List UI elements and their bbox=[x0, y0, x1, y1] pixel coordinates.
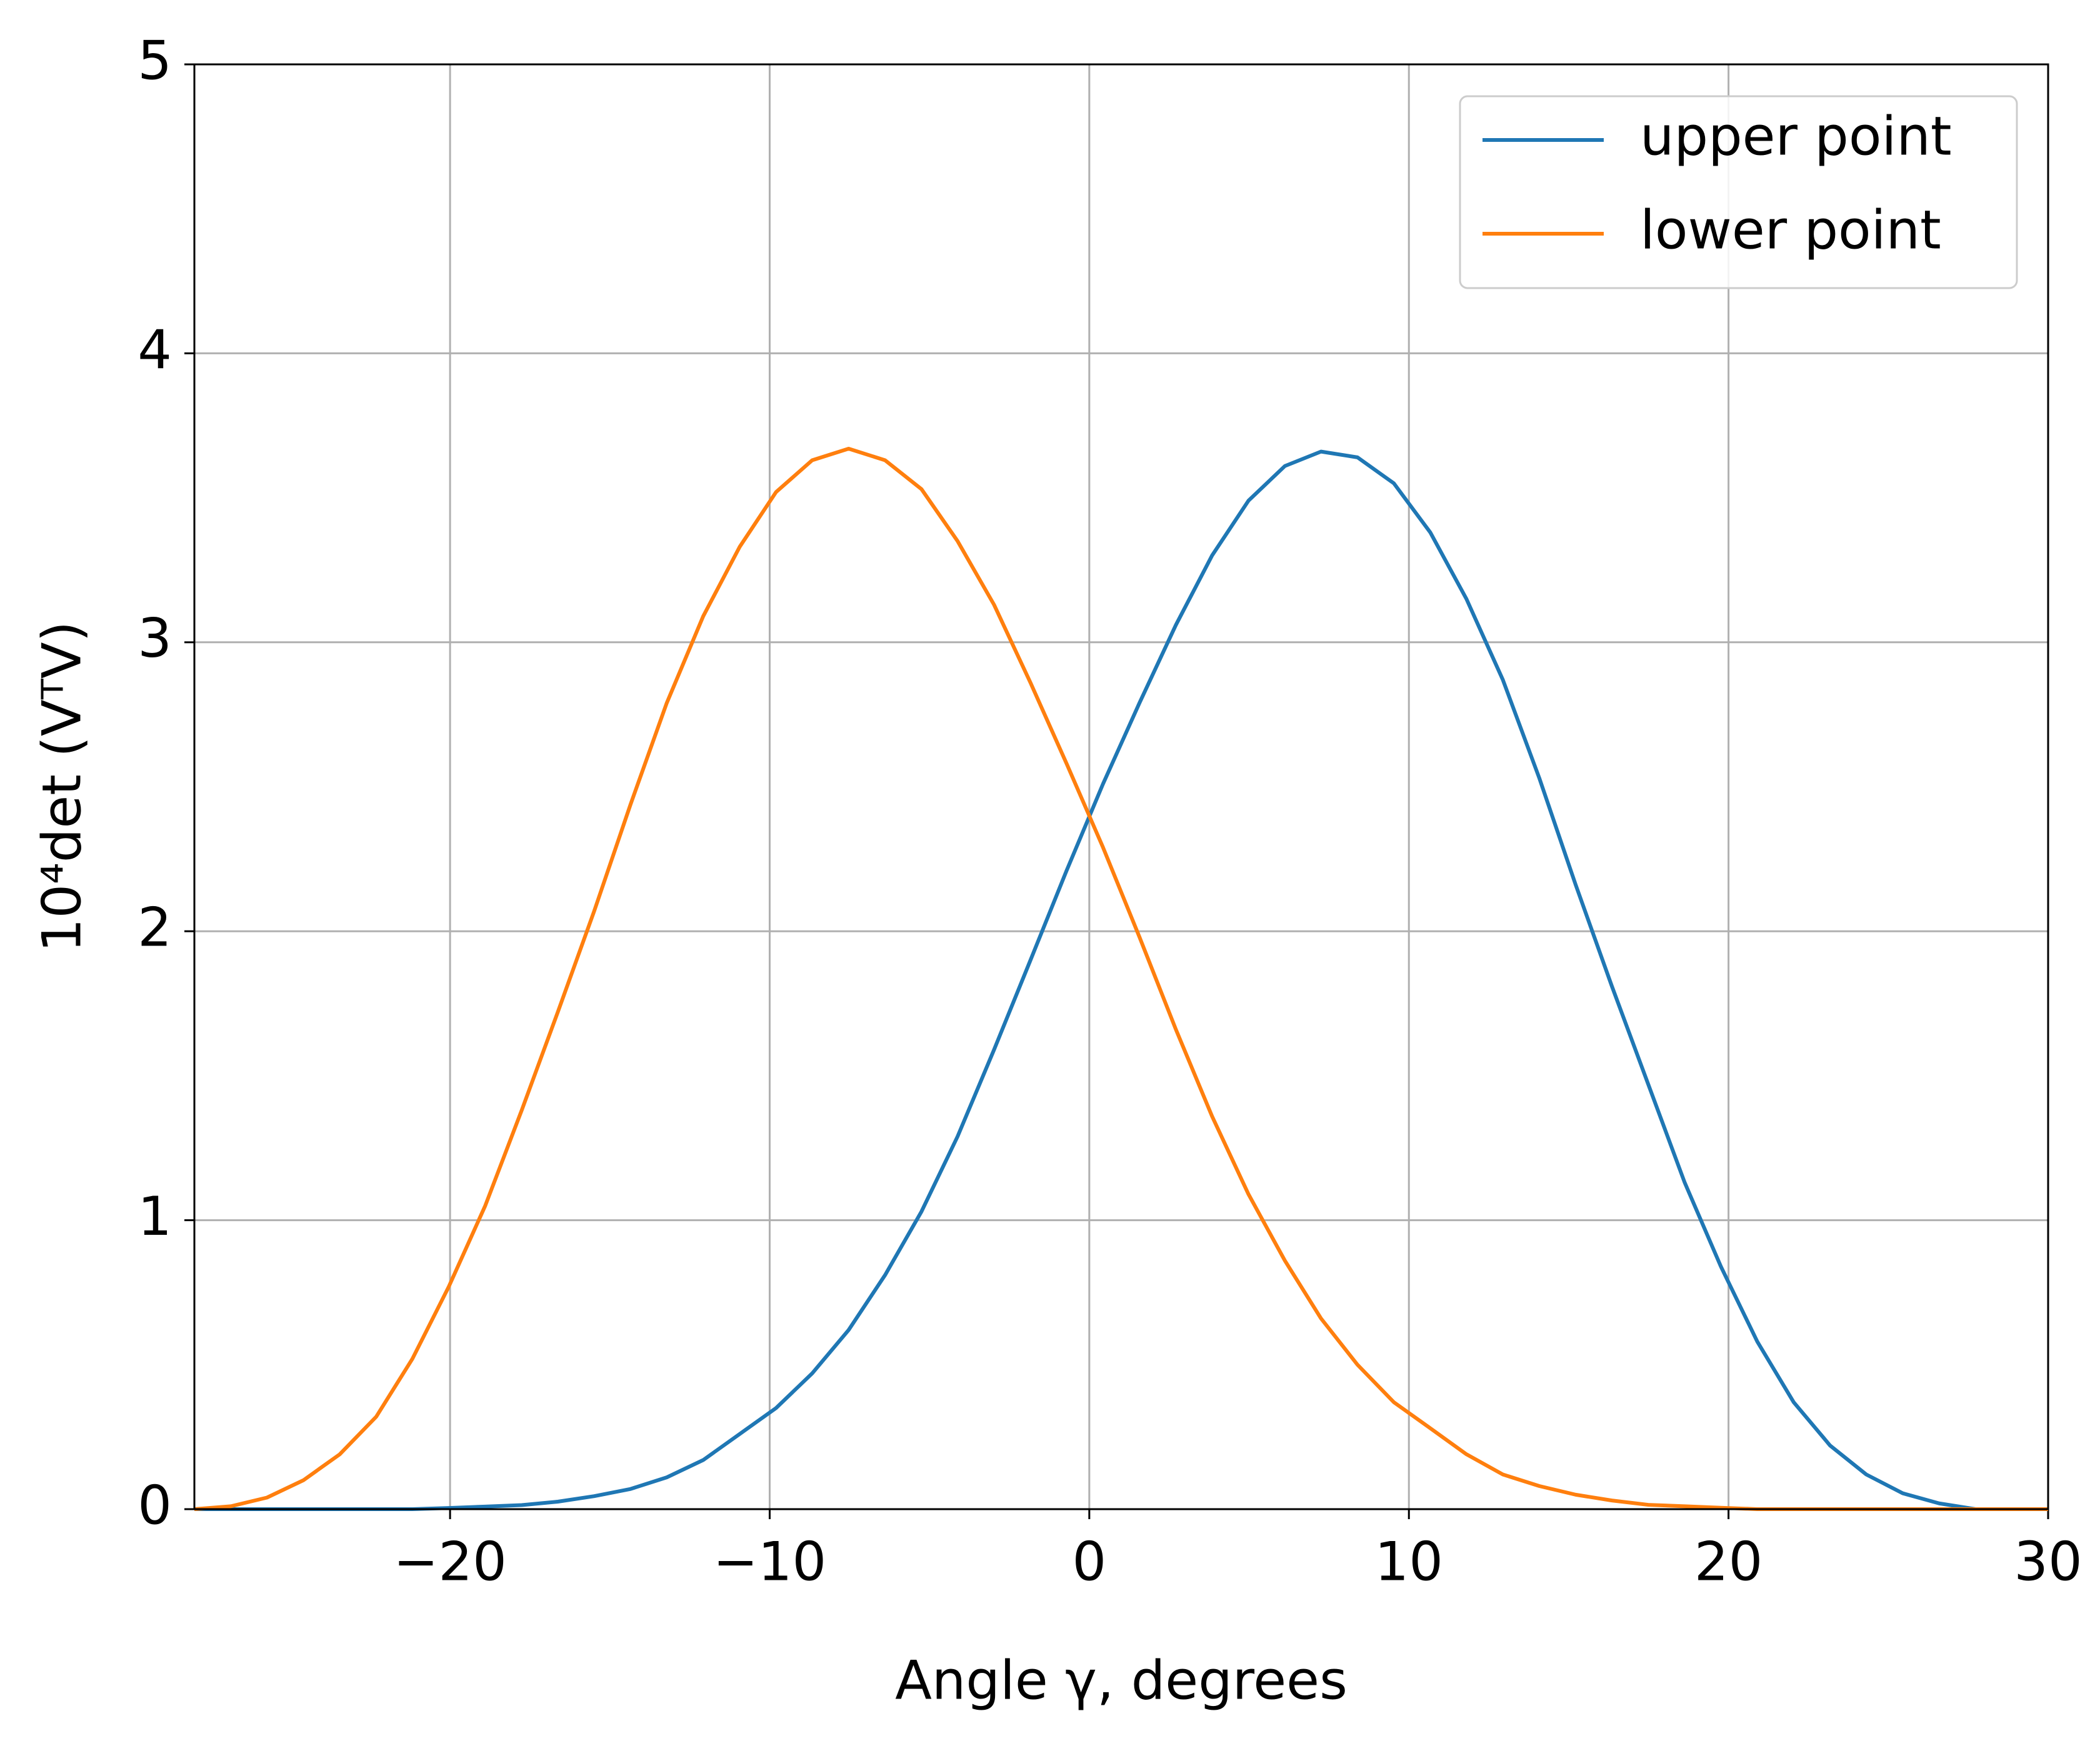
x-axis-label: Angle γ, degrees bbox=[895, 1649, 1348, 1712]
x-tick-label: 0 bbox=[1072, 1530, 1107, 1593]
x-tick-label: 30 bbox=[2014, 1530, 2082, 1593]
line bbox=[194, 446, 2048, 1511]
legend-label: upper point bbox=[1640, 105, 1952, 167]
legend-label: lower point bbox=[1640, 199, 1941, 261]
legend-box bbox=[1459, 95, 2018, 289]
y-tick-label: 2 bbox=[138, 897, 172, 959]
x-tick-label: −20 bbox=[393, 1530, 507, 1593]
x-tick-label: 20 bbox=[1694, 1530, 1762, 1593]
y-tick-label: 3 bbox=[138, 607, 172, 670]
y-tick-label: 1 bbox=[138, 1185, 172, 1248]
y-tick-label: 5 bbox=[138, 29, 172, 92]
y-axis-label: 10⁴det (VᵀV) bbox=[31, 621, 93, 952]
line bbox=[194, 449, 2048, 1511]
y-tick-label: 4 bbox=[138, 319, 172, 381]
y-tick-label: 0 bbox=[138, 1474, 172, 1537]
x-tick-label: 10 bbox=[1375, 1530, 1443, 1593]
plot-frame bbox=[193, 63, 2049, 1510]
x-tick-label: −10 bbox=[713, 1530, 827, 1593]
